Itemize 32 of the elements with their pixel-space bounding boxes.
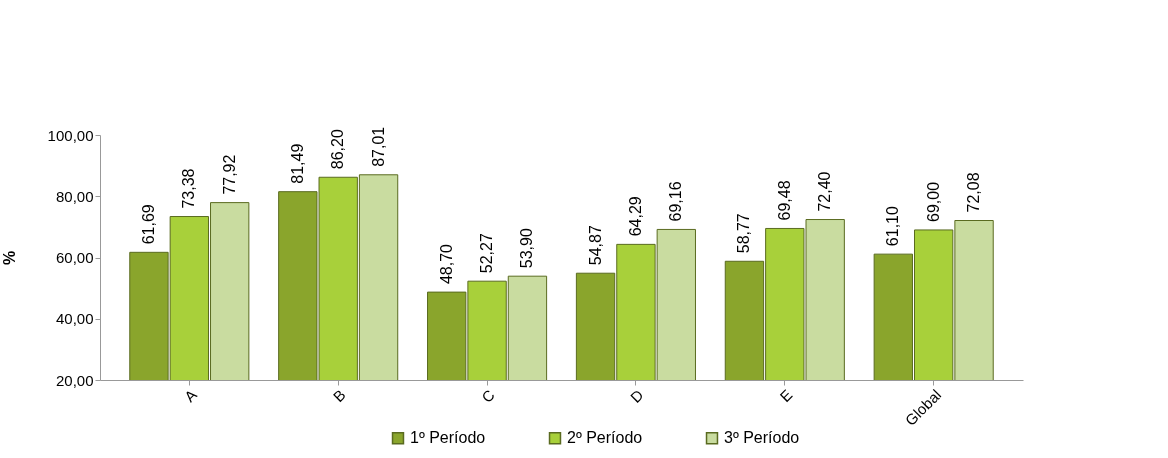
data-label: 48,70 [437, 243, 455, 285]
y-tick-label: 60,00 [55, 249, 94, 266]
x-tick-label: E [776, 386, 796, 406]
legend-label: 3º Período [724, 429, 800, 447]
legend-label: 2º Período [567, 429, 643, 447]
x-tick-label: D [626, 385, 647, 406]
data-label: 61,69 [139, 204, 157, 245]
data-label: 64,29 [626, 196, 644, 237]
data-label: 58,77 [735, 213, 753, 254]
data-label: 72,40 [816, 171, 834, 212]
y-axis-title: % [0, 250, 18, 266]
data-label: 53,90 [518, 228, 536, 269]
y-tick-label: 100,00 [47, 126, 94, 144]
x-tick-label: A [180, 386, 200, 406]
data-label: 77,92 [220, 154, 238, 195]
y-tick-label: 80,00 [55, 187, 94, 205]
data-label: 81,49 [288, 143, 306, 184]
legend-label: 1º Período [410, 429, 486, 447]
data-label: 54,87 [586, 225, 604, 266]
data-label: 87,01 [369, 126, 387, 167]
y-tick-label: 40,00 [55, 310, 94, 328]
y-tick-label: 20,00 [55, 371, 94, 389]
data-label: 72,08 [965, 172, 983, 213]
data-label: 73,38 [180, 168, 198, 209]
data-label: 69,00 [924, 181, 942, 222]
data-label: 86,20 [329, 129, 347, 170]
data-label: 69,48 [775, 180, 793, 221]
data-label: 69,16 [667, 181, 685, 222]
data-label: 52,27 [478, 233, 496, 274]
x-tick-label: C [477, 385, 498, 406]
x-tick-label: B [329, 386, 349, 406]
data-label: 61,10 [884, 205, 902, 247]
